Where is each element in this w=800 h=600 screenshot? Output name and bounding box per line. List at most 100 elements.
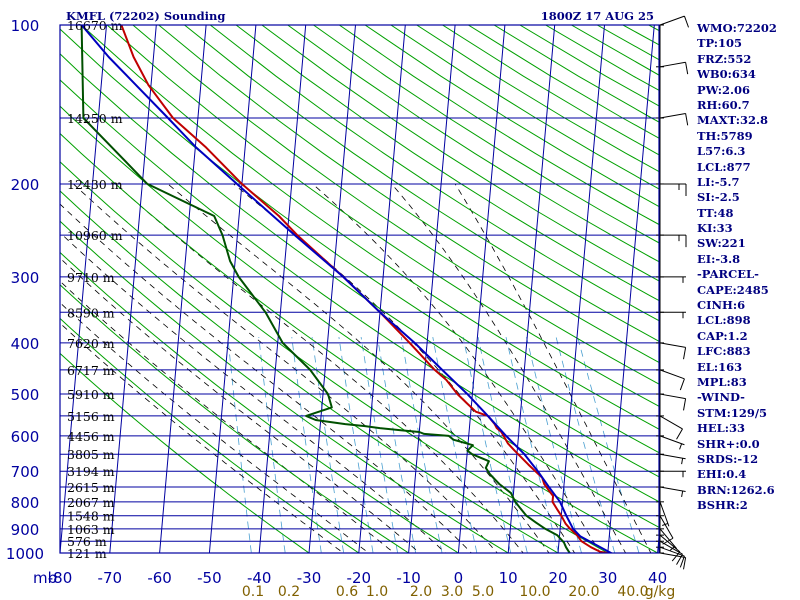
- mixing-ratio-label: 0.6: [336, 584, 358, 600]
- isotherm-line: [0, 25, 7, 553]
- wind-barb: [656, 486, 686, 498]
- mixing-ratio-label: 2.0: [410, 584, 432, 600]
- height-label: 10960 m: [67, 228, 123, 243]
- wind-barb-half-feather: [681, 490, 684, 498]
- dry-adiabat-line: [132, 25, 659, 385]
- wind-barb-half-feather: [662, 522, 669, 526]
- dry-adiabat-line: [106, 25, 659, 407]
- temperature-tick-label: -20: [347, 569, 372, 587]
- index-value: PW:2.06: [697, 82, 751, 97]
- height-label: 1063 m: [67, 522, 115, 537]
- index-value: CAPE:2485: [697, 282, 769, 297]
- wind-barb: [656, 501, 670, 527]
- wind-barb: [656, 534, 681, 562]
- index-value: EHI:0.4: [697, 467, 747, 482]
- isotherm-line: [557, 25, 605, 553]
- moist-adiabat-line: [312, 183, 601, 553]
- moist-adiabat-line: [60, 203, 472, 553]
- index-value: CAP:1.2: [697, 328, 748, 343]
- temperature-tick-labels: -80 -70 -60 -50 -40 -30 -20 -10 0 10 20 30 40: [48, 569, 667, 587]
- index-value: KI:33: [697, 221, 733, 236]
- mixing-ratio-label: 40.0: [617, 584, 648, 600]
- dry-adiabat-line: [60, 352, 310, 553]
- wind-barb-shaft: [659, 342, 686, 348]
- plot-frame: [59, 24, 660, 554]
- wind-barb: [656, 112, 689, 126]
- pressure-tick-label: 400: [11, 335, 40, 353]
- mixing-ratio-line: [555, 337, 616, 553]
- index-value: CINH:6: [697, 298, 746, 313]
- height-label: 2615 m: [67, 480, 115, 495]
- wind-barb: [656, 393, 687, 411]
- wind-barb-shaft: [659, 15, 685, 26]
- wind-barb-half-feather: [679, 443, 683, 450]
- wind-barb-feather: [683, 347, 687, 360]
- dry-adiabat-line: [60, 28, 659, 454]
- index-value: STM:129/5: [697, 405, 768, 420]
- height-label: 8590 m: [67, 305, 115, 320]
- mixing-ratio-lines: [227, 336, 640, 553]
- index-value: SRDS:-12: [697, 451, 759, 466]
- mixing-ratio-line: [432, 337, 478, 553]
- moist-adiabat-line: [73, 183, 498, 553]
- index-value: FRZ:552: [697, 51, 752, 66]
- index-value: LI:-5.7: [697, 174, 740, 189]
- pressure-tick-label: 1000: [6, 545, 44, 563]
- wind-barb: [656, 435, 685, 450]
- wind-barb-feather: [683, 398, 687, 411]
- wind-barb-feather: [683, 557, 687, 570]
- temperature-profile-line: [120, 25, 613, 553]
- dry-adiabat-line: [60, 161, 609, 553]
- temperature-tick-label: 0: [454, 569, 464, 587]
- dry-adiabats: [60, 25, 659, 553]
- pressure-tick-label: 700: [11, 463, 40, 481]
- height-label: 1548 m: [67, 509, 115, 524]
- height-label: 14250 m: [67, 111, 123, 126]
- mixing-ratio-label: 20.0: [568, 584, 599, 600]
- mixing-ratio-line: [227, 337, 252, 553]
- dry-adiabat-line: [60, 79, 659, 503]
- wind-barb-shaft: [659, 61, 686, 68]
- isotherm-line: [109, 25, 157, 553]
- pressure-axis-label: mb: [33, 569, 57, 587]
- height-label: 5156 m: [67, 409, 115, 424]
- wind-barb: [656, 183, 687, 196]
- wind-barb-shaft: [659, 435, 685, 446]
- index-value: HEL:33: [697, 421, 745, 436]
- isotherm-line: [457, 25, 506, 553]
- isotherm-line: [308, 25, 356, 553]
- wind-barb-half-feather: [669, 546, 676, 551]
- mixing-ratio-label: 10.0: [519, 584, 550, 600]
- wind-barb: [656, 15, 690, 28]
- index-value: TT:48: [697, 205, 734, 220]
- wind-barb-shaft: [659, 486, 686, 493]
- wind-barb: [656, 311, 686, 319]
- index-value: LCL:898: [697, 313, 751, 328]
- wind-barb: [656, 234, 687, 248]
- wind-barb-feather: [685, 62, 689, 75]
- sounding-time: 1800Z 17 AUG 25: [541, 9, 654, 23]
- wind-barb: [656, 470, 686, 478]
- wind-barb: [656, 61, 689, 75]
- temperature-tick-label: -50: [197, 569, 222, 587]
- temperature-tick-label: -60: [147, 569, 172, 587]
- dry-adiabat-line: [261, 25, 659, 282]
- index-value: TH:5789: [697, 128, 753, 143]
- moist-adiabat-line: [454, 183, 652, 553]
- station-title: KMFL (72202) Sounding: [66, 9, 225, 23]
- wind-barb-feather: [685, 113, 689, 126]
- dry-adiabat-line: [184, 25, 659, 342]
- dry-adiabat-line: [60, 284, 410, 553]
- wind-barb-feather: [671, 551, 681, 562]
- wind-barb-shaft: [659, 501, 670, 527]
- dry-adiabat-line: [60, 220, 510, 553]
- isotherm-line: [408, 25, 456, 553]
- index-value: WB0:634: [697, 67, 756, 82]
- wind-barb: [656, 453, 686, 465]
- wind-barb: [656, 515, 674, 545]
- pressure-tick-label: 200: [11, 176, 40, 194]
- temperature-tick-label: -30: [297, 569, 322, 587]
- mixing-ratio-label: 5.0: [472, 584, 494, 600]
- moist-adiabat-line: [391, 183, 627, 553]
